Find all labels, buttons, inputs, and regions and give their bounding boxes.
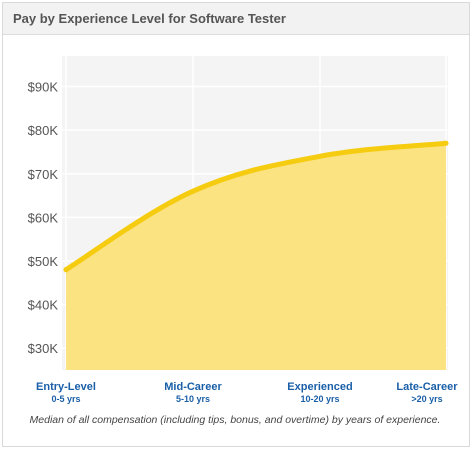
y-tick-label: $80K [28,123,59,138]
data-point-3 [443,140,449,146]
x-category-main: Experienced [287,381,353,393]
x-category-sub: 0-5 yrs [51,394,81,404]
chart-title: Pay by Experience Level for Software Tes… [13,11,286,26]
x-category-sub: >20 yrs [411,394,443,404]
x-category-label: Late-Career >20 yrs [382,381,472,405]
chart-header: Pay by Experience Level for Software Tes… [3,3,469,35]
area-fill [66,143,446,370]
y-tick-label: $70K [28,167,59,182]
x-category-sub: 10-20 yrs [300,394,340,404]
y-tick-label: $60K [28,210,59,225]
y-tick-label: $50K [28,254,59,269]
chart-caption: Median of all compensation (including ti… [29,414,441,426]
y-tick-label: $40K [28,298,59,313]
x-category-sub: 5-10 yrs [175,394,211,404]
y-tick-label: $30K [28,341,59,356]
x-category-main: Late-Career [396,381,458,393]
x-category-label: Mid-Career 5-10 yrs [148,381,238,405]
series-line [63,140,449,273]
y-tick-label: $90K [28,80,59,95]
x-category-label: Entry-Level 0-5 yrs [21,381,111,405]
data-point-1 [190,188,196,194]
data-point-0 [63,267,69,273]
data-point-2 [317,153,323,159]
x-category-main: Entry-Level [36,381,96,393]
x-category-label: Experienced 10-20 yrs [275,381,365,405]
x-category-main: Mid-Career [164,381,222,393]
